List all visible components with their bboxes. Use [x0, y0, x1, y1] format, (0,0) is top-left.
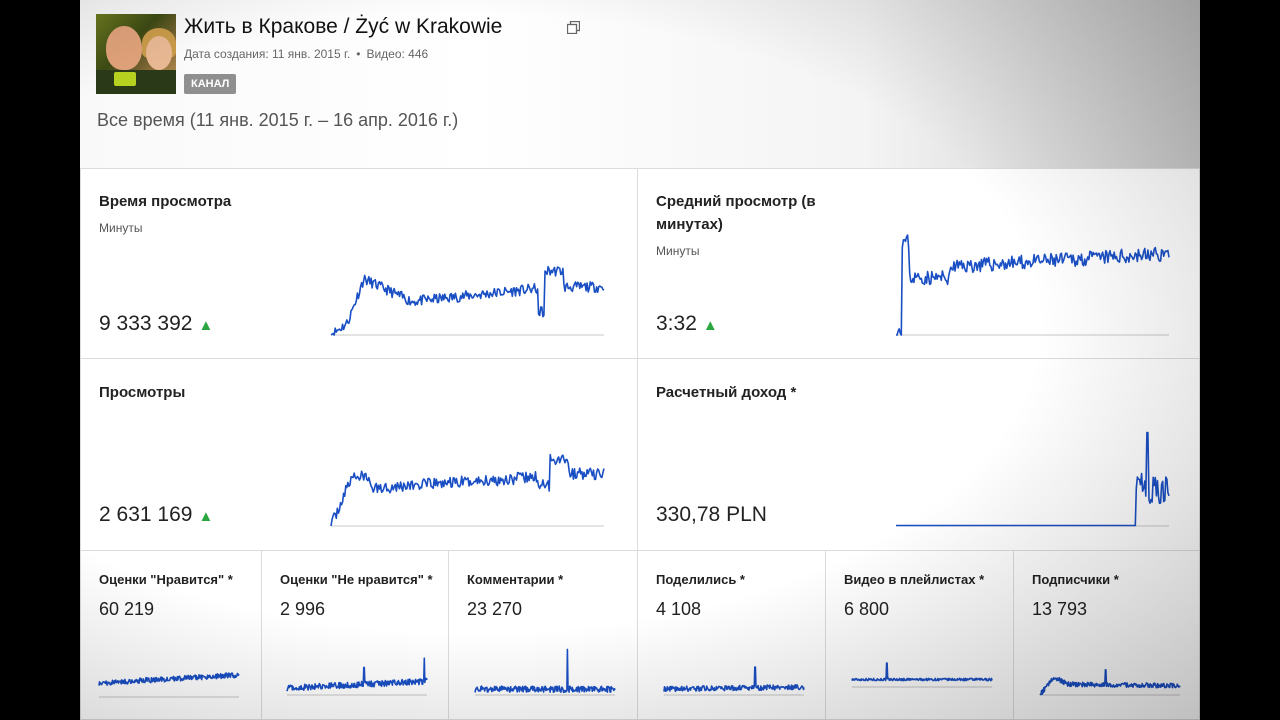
card-value: 4 108 [656, 599, 702, 619]
card-value: 3:32 ▲ [656, 312, 718, 335]
card-label: Средний просмотр (в минутах) [656, 193, 816, 233]
sparkline-path [474, 648, 616, 694]
card-dislikes[interactable]: Оценки "Не нравится" * 2 996 [261, 550, 449, 720]
sparkline-path [330, 453, 605, 527]
sparkline-path [896, 431, 1170, 527]
card-label: Подписчики * [1032, 572, 1119, 587]
card-value: 2 996 [280, 599, 326, 619]
external-link-icon[interactable] [567, 21, 580, 34]
card-label: Оценки "Не нравится" * [280, 572, 433, 587]
card-label: Оценки "Нравится" * [99, 572, 233, 587]
card-label: Поделились * [656, 572, 745, 587]
sparkline-revenue [896, 431, 1170, 527]
meta-separator: • [356, 47, 361, 61]
channel-avatar[interactable] [96, 14, 176, 94]
sparkline-likes [98, 672, 240, 698]
card-likes[interactable]: Оценки "Нравится" * 60 219 [80, 550, 262, 720]
sparkline-playlist-adds [851, 662, 993, 688]
sparkline-watch-time [330, 265, 605, 336]
card-sublabel: Минуты [99, 221, 143, 235]
sparkline-comments [474, 648, 616, 696]
channel-badge: КАНАЛ [184, 74, 237, 94]
channel-title[interactable]: Жить в Кракове / Żyć w Krakowie [184, 15, 503, 38]
card-label: Видео в плейлистах * [844, 572, 985, 587]
sparkline-subscribers [1039, 669, 1181, 696]
card-label: Комментарии * [467, 572, 564, 587]
card-avg-view-duration[interactable]: Средний просмотр (в минутах) Минуты 3:32… [637, 168, 1200, 359]
sparkline-views [330, 453, 605, 527]
sparkline-dislikes [286, 657, 428, 696]
date-range[interactable]: Все время (11 янв. 2015 г. – 16 апр. 201… [97, 110, 459, 130]
analytics-screen: Жить в Кракове / Żyć w Krakowie Дата соз… [80, 0, 1200, 720]
card-value: 13 793 [1032, 599, 1088, 619]
card-estimated-revenue[interactable]: Расчетный доход * 330,78 PLN [637, 358, 1200, 551]
sparkline-path [663, 666, 805, 693]
created-date: Дата создания: 11 янв. 2015 г. [184, 47, 351, 61]
card-comments[interactable]: Комментарии * 23 270 [448, 550, 638, 720]
card-value: 9 333 392 ▲ [99, 312, 214, 335]
card-value: 2 631 169 ▲ [99, 503, 214, 526]
sparkline-path [851, 662, 993, 682]
card-label: Расчетный доход * [656, 384, 797, 401]
sparkline-path [330, 265, 605, 336]
triangle-up-icon: ▲ [198, 317, 214, 334]
card-playlist-adds[interactable]: Видео в плейлистах * 6 800 [825, 550, 1014, 720]
card-value: 60 219 [99, 599, 155, 619]
triangle-up-icon: ▲ [702, 317, 718, 334]
sparkline-path [98, 672, 240, 686]
sparkline-shares [663, 666, 805, 696]
channel-meta: Дата создания: 11 янв. 2015 г. • Видео: 44… [184, 47, 428, 61]
card-value: 23 270 [467, 599, 523, 619]
card-shares[interactable]: Поделились * 4 108 [637, 550, 826, 720]
sparkline-avg-view-duration [896, 234, 1170, 336]
card-label: Время просмотра [99, 193, 232, 210]
triangle-up-icon: ▲ [198, 508, 214, 525]
sparkline-path [286, 657, 428, 692]
card-label: Просмотры [99, 384, 186, 401]
card-value: 6 800 [844, 599, 890, 619]
video-count: Видео: 446 [366, 47, 429, 61]
card-views[interactable]: Просмотры 2 631 169 ▲ [80, 358, 638, 551]
sparkline-path [896, 234, 1170, 336]
card-subscribers[interactable]: Подписчики * 13 793 [1013, 550, 1200, 720]
sparkline-path [1039, 669, 1181, 696]
card-value: 330,78 PLN [656, 503, 767, 526]
card-sublabel: Минуты [656, 244, 700, 258]
card-watch-time[interactable]: Время просмотра Минуты 9 333 392 ▲ [80, 168, 638, 359]
